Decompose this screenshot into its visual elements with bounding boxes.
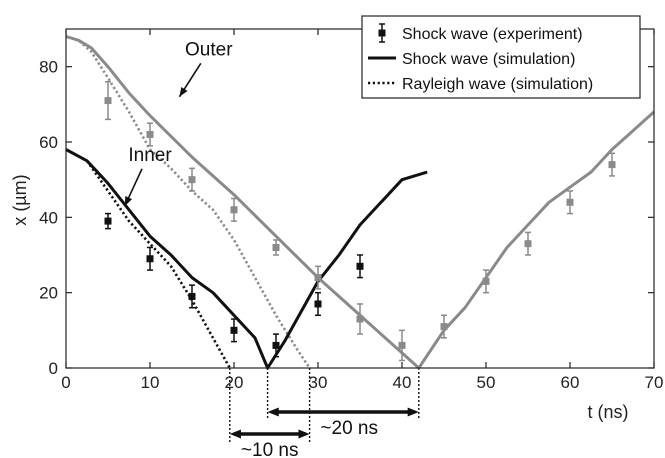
square-marker xyxy=(230,326,238,334)
inner-experiment-point xyxy=(314,291,322,317)
inner-rayleigh-line xyxy=(65,148,231,369)
legend-label: Shock wave (experiment) xyxy=(402,26,583,43)
marker-layer xyxy=(104,80,616,362)
outer-shock-line xyxy=(65,35,656,370)
axes: 0 10 20 30 40 50 60 70 0 20 40 60 80 t (ns) x (µm) xyxy=(10,28,664,422)
y-tick-label: 60 xyxy=(39,133,58,152)
square-marker xyxy=(272,341,280,349)
legend-item-rayleigh-wave-simulation: Rayleigh wave (simulation) xyxy=(368,76,593,93)
legend-label: Shock wave (simulation) xyxy=(402,51,575,68)
outer-experiment-point xyxy=(314,265,322,290)
square-marker xyxy=(608,161,616,169)
x-tick-label: 70 xyxy=(645,373,664,392)
x-tick-label: 40 xyxy=(393,373,412,392)
square-marker xyxy=(482,277,490,285)
y-tick-label: 40 xyxy=(39,208,58,227)
square-marker xyxy=(188,176,196,184)
outer-arrowhead xyxy=(179,86,188,97)
square-marker xyxy=(398,341,406,349)
inner-shock-line xyxy=(65,148,428,370)
inner-experiment-point xyxy=(230,318,238,343)
outer-annotation: Outer xyxy=(185,39,233,60)
outer-rayleigh-line xyxy=(65,35,311,369)
legend-item-shock-wave-simulation: Shock wave (simulation) xyxy=(368,51,575,68)
square-marker xyxy=(230,206,238,214)
legend-square-marker xyxy=(378,29,386,37)
square-marker xyxy=(146,130,154,138)
inner-experiment-point xyxy=(104,212,112,230)
x-tick-label: 30 xyxy=(309,373,328,392)
outer-experiment-point xyxy=(146,122,154,147)
x-tick-label: 60 xyxy=(561,373,580,392)
outer-experiment-point xyxy=(272,239,280,256)
square-marker xyxy=(566,198,574,206)
outer-experiment-point xyxy=(608,152,616,177)
drop-lines xyxy=(229,368,420,442)
square-marker xyxy=(314,274,322,282)
square-marker xyxy=(188,292,196,300)
y-tick-label: 0 xyxy=(49,359,58,378)
x-tick-label: 10 xyxy=(141,373,160,392)
inner-annotation: Inner xyxy=(128,145,172,166)
outer-experiment-point xyxy=(482,269,490,294)
span-arrowhead-left xyxy=(267,407,279,417)
inner-experiment-point xyxy=(272,333,280,358)
outer-experiment-point xyxy=(188,167,196,192)
square-marker xyxy=(440,323,448,331)
square-marker xyxy=(314,300,322,308)
y-axis-label: x (µm) xyxy=(10,174,30,225)
plot-frame xyxy=(65,28,655,369)
square-marker xyxy=(104,217,112,225)
square-marker xyxy=(356,315,364,323)
span-label: ~10 ns xyxy=(241,440,299,458)
square-marker xyxy=(146,255,154,263)
inner-experiment-point xyxy=(356,254,364,279)
inner-arrowhead xyxy=(124,196,133,207)
outer-experiment-point xyxy=(566,190,574,215)
square-marker xyxy=(104,97,112,105)
span-arrowhead-left xyxy=(229,429,241,439)
y-tick-label: 20 xyxy=(39,284,58,303)
legend: Shock wave (experiment) Shock wave (simul… xyxy=(361,15,641,99)
legend-box xyxy=(361,15,641,99)
legend-item-shock-wave-experiment: Shock wave (experiment) xyxy=(378,23,583,43)
legend-label: Rayleigh wave (simulation) xyxy=(402,76,593,93)
span-label: ~20 ns xyxy=(320,418,378,439)
outer-experiment-point xyxy=(104,80,112,121)
x-tick-label: 20 xyxy=(225,373,244,392)
square-marker xyxy=(272,243,280,251)
outer-experiment-point xyxy=(356,303,364,335)
square-marker xyxy=(356,262,364,270)
inner-experiment-point xyxy=(146,246,154,271)
inner-experiment-point xyxy=(188,284,196,309)
annotations: Outer Inner ~10 ns ~20 ns xyxy=(124,39,419,458)
square-marker xyxy=(524,240,532,248)
x-tick-label: 0 xyxy=(61,373,70,392)
outer-experiment-point xyxy=(524,231,532,256)
outer-experiment-point xyxy=(398,329,406,362)
outer-experiment-point xyxy=(230,197,238,222)
y-tick-label: 80 xyxy=(39,58,58,77)
x-tick-label: 50 xyxy=(477,373,496,392)
outer-experiment-point xyxy=(440,314,448,339)
span-arrowhead-right xyxy=(298,429,310,439)
x-axis-label: t (ns) xyxy=(587,402,628,422)
span-arrowhead-right xyxy=(407,407,419,417)
